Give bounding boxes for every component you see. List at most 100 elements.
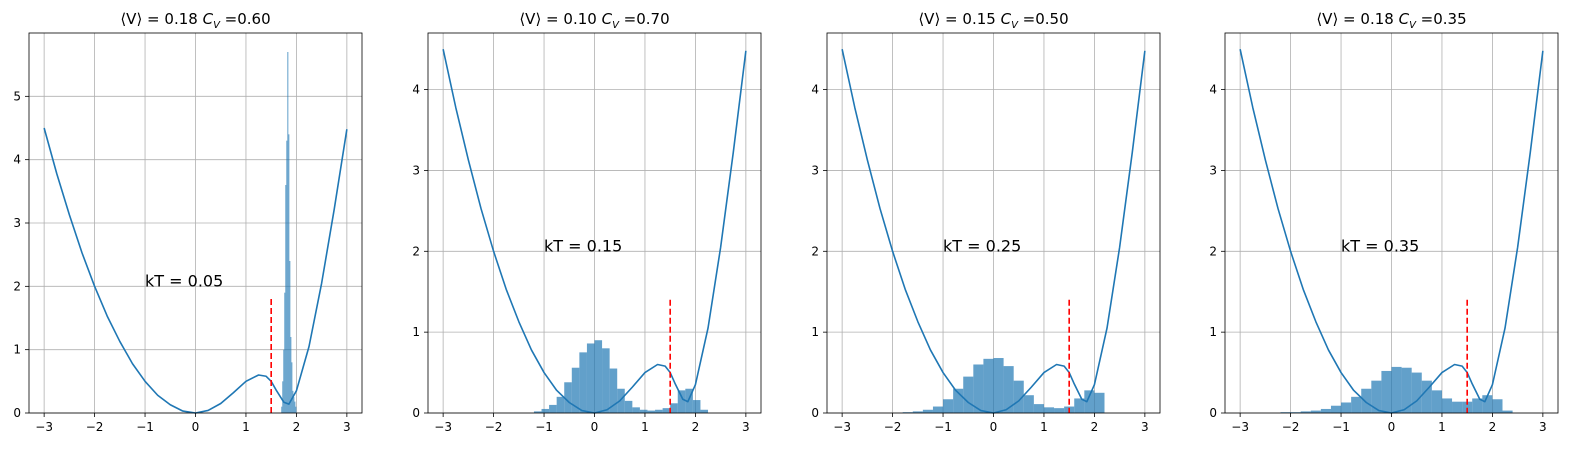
x-tick-label: 2 xyxy=(1489,420,1497,434)
histogram-bar xyxy=(922,409,933,413)
x-tick-label: −3 xyxy=(35,420,53,434)
histogram-bar xyxy=(1300,411,1311,413)
y-tick-label: 0 xyxy=(811,406,819,420)
title-symbol: C xyxy=(203,10,214,28)
x-tick-label: 3 xyxy=(1141,420,1149,434)
x-tick-label: −2 xyxy=(86,420,104,434)
kt-annotation: kT = 0.35 xyxy=(1341,236,1419,255)
histogram-bar xyxy=(1371,380,1382,413)
y-tick-label: 0 xyxy=(412,406,420,420)
histogram-bar xyxy=(291,362,293,413)
subplot-3: −3 −2 −1 0 1 2 3 0 1 2 3 4 kT = 0.25 ⟨V⟩ = 0.15 CV =0… xyxy=(811,10,1161,434)
histogram-bar xyxy=(1290,412,1301,413)
y-tick-label: 5 xyxy=(13,89,21,103)
title-suffix: =0.60 xyxy=(220,10,271,28)
histogram-bar xyxy=(670,403,678,413)
x-tick-label: 1 xyxy=(641,420,649,434)
subplot-4: −3 −2 −1 0 1 2 3 0 1 2 3 4 kT = 0.35 ⟨V⟩ = 0.18 CV =0… xyxy=(1209,10,1559,434)
histogram-bar xyxy=(281,406,283,413)
histogram-bar xyxy=(293,397,295,413)
histogram-bar xyxy=(1391,366,1402,413)
histogram-bar xyxy=(571,367,580,413)
title-subscript: V xyxy=(213,20,221,31)
histogram-bar xyxy=(1094,392,1105,413)
potential-curve xyxy=(1239,49,1544,414)
histogram-bar xyxy=(284,292,286,413)
x-tick-label: 2 xyxy=(293,420,301,434)
title-suffix: =0.70 xyxy=(619,10,670,28)
subplot-title: ⟨V⟩ = 0.15 CV =0.50 xyxy=(918,10,1068,31)
x-tick-label: 1 xyxy=(1040,420,1048,434)
histogram-bar xyxy=(953,388,964,413)
y-tick-label: 4 xyxy=(412,83,420,97)
histogram-bar xyxy=(912,411,923,413)
histogram-bar xyxy=(294,401,296,413)
histogram-bar xyxy=(993,358,1004,413)
potential-curve xyxy=(841,49,1146,414)
title-symbol: C xyxy=(602,10,613,28)
x-tick-label: −1 xyxy=(136,420,154,434)
histogram-bar xyxy=(292,390,294,413)
subplot-1: −3 −2 −1 0 1 2 3 0 1 2 3 4 5 kT = 0.05 ⟨V⟩ = 0.18 CV =… xyxy=(13,10,363,434)
x-tick-label: 2 xyxy=(692,420,700,434)
x-tick-label: 3 xyxy=(1539,420,1547,434)
histogram-bar xyxy=(700,409,709,413)
histogram-bar xyxy=(1023,395,1034,413)
histogram-bar xyxy=(632,407,640,413)
histogram-bar xyxy=(1472,398,1483,413)
histogram-bar xyxy=(1401,367,1412,413)
x-tick-label: −2 xyxy=(884,420,902,434)
histogram-bar xyxy=(609,368,618,413)
histogram-bar xyxy=(963,376,974,413)
title-subscript: V xyxy=(612,20,620,31)
histogram-bar xyxy=(289,261,291,413)
x-tick-label: 0 xyxy=(192,420,200,434)
x-tick-label: 1 xyxy=(1438,420,1446,434)
histogram-bar xyxy=(983,358,994,413)
histogram-bar xyxy=(288,134,290,414)
histogram-bar xyxy=(556,396,565,413)
title-subscript: V xyxy=(1409,20,1417,31)
histogram-bar xyxy=(287,52,289,413)
y-tick-label: 0 xyxy=(13,406,21,420)
histogram-bar xyxy=(579,352,587,413)
title-suffix: =0.50 xyxy=(1018,10,1069,28)
histogram-bar xyxy=(1462,401,1473,413)
histogram-bar xyxy=(1351,396,1362,413)
histogram-bar xyxy=(932,406,944,413)
histogram-bar xyxy=(1361,388,1372,413)
x-tick-label: 0 xyxy=(990,420,998,434)
histogram-bar xyxy=(1280,412,1291,413)
y-tick-label: 3 xyxy=(1209,163,1217,177)
histogram-bar xyxy=(1330,405,1342,413)
y-tick-label: 4 xyxy=(1209,83,1217,97)
histogram-bar xyxy=(1492,399,1503,413)
histogram-bar xyxy=(624,400,633,413)
x-tick-label: −1 xyxy=(1332,420,1350,434)
y-tick-label: 4 xyxy=(13,153,21,167)
x-tick-label: −2 xyxy=(1282,420,1300,434)
histogram-bar xyxy=(1310,410,1321,413)
histogram-bar xyxy=(286,140,288,413)
histogram-bar xyxy=(602,348,610,413)
kt-annotation: kT = 0.15 xyxy=(544,236,622,255)
y-tick-label: 3 xyxy=(13,216,21,230)
histogram-bar xyxy=(973,364,984,413)
histogram-bar xyxy=(541,408,550,413)
histogram-bar xyxy=(285,185,287,413)
y-tick-label: 4 xyxy=(811,83,819,97)
histogram-bar xyxy=(692,400,701,413)
x-tick-label: 2 xyxy=(1091,420,1099,434)
histogram-bar xyxy=(1452,401,1463,413)
x-tick-label: 1 xyxy=(242,420,250,434)
y-tick-label: 2 xyxy=(412,244,420,258)
y-tick-label: 3 xyxy=(811,163,819,177)
y-tick-label: 1 xyxy=(13,343,21,357)
histogram-bar xyxy=(1084,390,1095,413)
histogram-bar xyxy=(1054,408,1065,413)
subplot-title: ⟨V⟩ = 0.18 CV =0.60 xyxy=(120,10,270,31)
x-tick-label: 0 xyxy=(591,420,599,434)
title-prefix: ⟨V⟩ = 0.18 xyxy=(120,10,202,28)
histogram-bar xyxy=(1381,370,1392,413)
